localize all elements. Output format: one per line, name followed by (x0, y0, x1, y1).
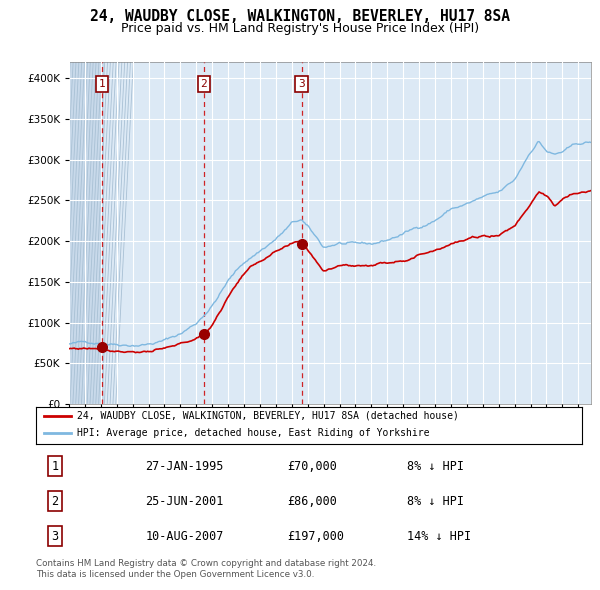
Text: £197,000: £197,000 (287, 530, 344, 543)
Bar (69, 62, 104, 404)
Text: 10-AUG-2007: 10-AUG-2007 (145, 530, 224, 543)
Text: Price paid vs. HM Land Registry's House Price Index (HPI): Price paid vs. HM Land Registry's House … (121, 22, 479, 35)
Text: Contains HM Land Registry data © Crown copyright and database right 2024.
This d: Contains HM Land Registry data © Crown c… (36, 559, 376, 579)
Text: 1: 1 (52, 460, 59, 473)
Text: 8% ↓ HPI: 8% ↓ HPI (407, 460, 464, 473)
Text: 14% ↓ HPI: 14% ↓ HPI (407, 530, 472, 543)
Text: £70,000: £70,000 (287, 460, 337, 473)
Text: 24, WAUDBY CLOSE, WALKINGTON, BEVERLEY, HU17 8SA: 24, WAUDBY CLOSE, WALKINGTON, BEVERLEY, … (90, 9, 510, 24)
Text: 3: 3 (52, 530, 59, 543)
Text: 3: 3 (298, 79, 305, 89)
Text: £86,000: £86,000 (287, 494, 337, 508)
Text: 24, WAUDBY CLOSE, WALKINGTON, BEVERLEY, HU17 8SA (detached house): 24, WAUDBY CLOSE, WALKINGTON, BEVERLEY, … (77, 411, 459, 421)
Text: 25-JUN-2001: 25-JUN-2001 (145, 494, 224, 508)
Text: 2: 2 (52, 494, 59, 508)
Text: HPI: Average price, detached house, East Riding of Yorkshire: HPI: Average price, detached house, East… (77, 428, 430, 438)
Text: 2: 2 (200, 79, 208, 89)
Text: 27-JAN-1995: 27-JAN-1995 (145, 460, 224, 473)
Text: 1: 1 (98, 79, 106, 89)
Text: 8% ↓ HPI: 8% ↓ HPI (407, 494, 464, 508)
